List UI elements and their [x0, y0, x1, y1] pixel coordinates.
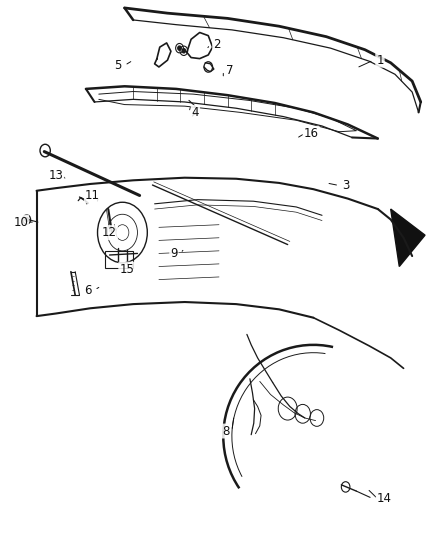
Polygon shape: [391, 209, 425, 266]
Text: 1: 1: [376, 54, 384, 67]
Text: 10: 10: [13, 216, 28, 229]
Text: 8: 8: [222, 425, 229, 438]
Text: 16: 16: [304, 127, 319, 140]
Bar: [105, 251, 133, 268]
Text: 13: 13: [49, 168, 64, 182]
Text: 3: 3: [342, 179, 350, 192]
Text: 5: 5: [114, 59, 122, 72]
Circle shape: [178, 46, 181, 50]
Text: 14: 14: [377, 492, 392, 505]
Circle shape: [182, 49, 186, 53]
Text: 9: 9: [170, 247, 178, 260]
Text: 12: 12: [102, 226, 117, 239]
Text: 11: 11: [85, 190, 100, 203]
Text: 6: 6: [85, 284, 92, 296]
Text: 2: 2: [213, 38, 221, 51]
Text: 7: 7: [226, 64, 233, 77]
Text: 4: 4: [192, 106, 199, 119]
Text: 15: 15: [119, 263, 134, 276]
Circle shape: [25, 217, 28, 222]
